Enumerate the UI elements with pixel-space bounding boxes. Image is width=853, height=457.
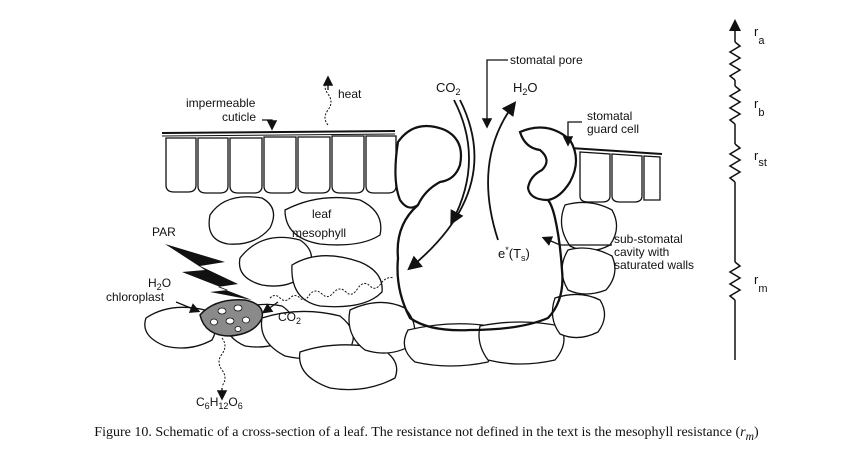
cavity-leader — [541, 236, 612, 246]
co2-arrow-1 — [450, 99, 470, 226]
par-label: PAR — [152, 225, 176, 239]
co2-to-chloroplast-arrow — [261, 301, 279, 314]
guard-cell-label: guard cell — [587, 122, 639, 136]
e-star-label: e*(Ts) — [498, 245, 530, 263]
left-guard-cell — [394, 124, 463, 209]
vapour-diffusion-paths — [218, 79, 395, 387]
h2o-top-label: H2O — [513, 80, 538, 97]
guard-cells — [394, 124, 578, 209]
par-lightning-bolt — [165, 244, 252, 300]
ra-label: ra — [754, 24, 765, 47]
flow-arrows — [175, 59, 612, 401]
rst-label: rst — [754, 148, 767, 169]
pore-arrow — [481, 59, 508, 129]
diagram-labels: stomatal pore CO2 H2O heat impermeable c… — [106, 24, 768, 411]
h2o-left-label: H2O — [148, 276, 171, 292]
leaf-label: leaf — [312, 207, 332, 221]
cuticle-layer — [161, 130, 663, 155]
sub-stomatal-label-3: saturated walls — [614, 258, 694, 272]
rm-label: rm — [754, 272, 768, 295]
guard-cell-leader — [562, 121, 582, 147]
sub-stomatal-cavity — [396, 199, 564, 332]
figure-caption: Figure 10. Schematic of a cross-section … — [94, 425, 759, 443]
co2-mid-label: CO2 — [278, 310, 301, 326]
chloroplast-label-line — [175, 301, 201, 313]
rb-label: rb — [754, 96, 764, 119]
mesophyll-cells — [144, 196, 618, 391]
cuticle-leader — [262, 119, 278, 131]
mesophyll-label: mesophyll — [292, 226, 346, 240]
cuticle-label: cuticle — [222, 110, 256, 124]
stomatal-pore-label: stomatal pore — [510, 53, 583, 67]
sub-stomatal-label-2: cavity with — [614, 245, 669, 259]
glucose-label: C6H12O6 — [196, 395, 243, 411]
sub-stomatal-label-1: sub-stomatal — [614, 232, 683, 246]
epidermis-cells — [165, 135, 661, 203]
stomatal-label: stomatal — [587, 109, 632, 123]
co2-arrow-2 — [407, 99, 476, 271]
heat-label: heat — [338, 87, 362, 101]
chloroplast — [199, 299, 264, 337]
chloroplast-label: chloroplast — [106, 290, 165, 304]
co2-top-label: CO2 — [436, 80, 461, 97]
resistance-network — [728, 19, 742, 360]
h2o-arrow — [487, 101, 517, 241]
impermeable-label: impermeable — [186, 96, 256, 110]
